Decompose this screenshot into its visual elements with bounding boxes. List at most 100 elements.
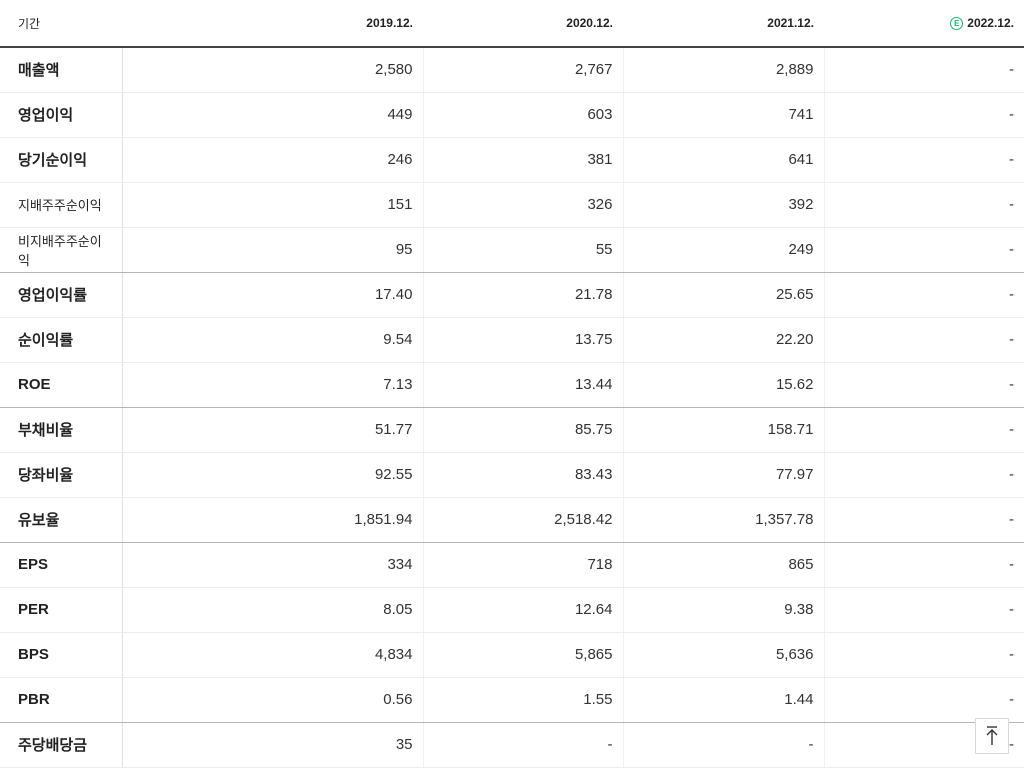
table-cell: - [824, 407, 1024, 453]
table-cell: 51.77 [122, 407, 424, 453]
table-cell: - [824, 677, 1024, 723]
table-cell: 865 [623, 542, 825, 588]
table-cell: 718 [423, 542, 624, 588]
row-label: 매출액 [0, 47, 123, 93]
table-cell: 381 [423, 137, 624, 183]
table-cell: - [824, 227, 1024, 273]
table-row: 주당배당금 35 - - - [0, 722, 1024, 768]
table-cell: 8.05 [122, 587, 424, 633]
table-cell: 5,636 [623, 632, 825, 678]
header-row: 기간 2019.12. 2020.12. 2021.12. E 2022.12. [0, 0, 1024, 48]
table-cell: 22.20 [623, 317, 825, 363]
row-label: 주당배당금 [0, 722, 123, 768]
table-cell: 85.75 [423, 407, 624, 453]
year-header-estimate: E 2022.12. [824, 0, 1024, 48]
year-header-label: 2022.12. [967, 16, 1014, 30]
table-cell: 641 [623, 137, 825, 183]
table-cell: 158.71 [623, 407, 825, 453]
row-label: 당좌비율 [0, 452, 123, 498]
table-cell: 21.78 [423, 272, 624, 318]
period-header: 기간 [0, 0, 122, 48]
row-label: 유보율 [0, 497, 123, 543]
table-cell: 449 [122, 92, 424, 138]
table-cell: 83.43 [423, 452, 624, 498]
row-label: 지배주주순이익 [0, 182, 123, 228]
table-cell: - [824, 632, 1024, 678]
table-row: 영업이익률 17.40 21.78 25.65 - [0, 272, 1024, 318]
table-cell: 35 [122, 722, 424, 768]
table-cell: 2,889 [623, 47, 825, 93]
table-cell: 603 [423, 92, 624, 138]
row-label: PBR [0, 677, 123, 723]
year-header: 2019.12. [122, 0, 423, 48]
table-cell: 334 [122, 542, 424, 588]
year-header: 2020.12. [423, 0, 623, 48]
arrow-up-icon [986, 726, 998, 745]
table-row: 순이익률 9.54 13.75 22.20 - [0, 317, 1024, 363]
table-cell: 249 [623, 227, 825, 273]
table-row: 당기순이익 246 381 641 - [0, 137, 1024, 183]
year-header: 2021.12. [623, 0, 824, 48]
table-cell: 12.64 [423, 587, 624, 633]
table-cell: 77.97 [623, 452, 825, 498]
table-cell: 151 [122, 182, 424, 228]
table-row: 비지배주주순이익 95 55 249 - [0, 227, 1024, 273]
table-cell: 13.75 [423, 317, 624, 363]
table-cell: 0.56 [122, 677, 424, 723]
table-cell: - [824, 452, 1024, 498]
row-label: 부채비율 [0, 407, 123, 453]
table-cell: - [824, 272, 1024, 318]
table-cell: 741 [623, 92, 825, 138]
table-cell: - [623, 722, 825, 768]
table-cell: - [824, 317, 1024, 363]
table-row: 부채비율 51.77 85.75 158.71 - [0, 407, 1024, 453]
table-cell: - [824, 92, 1024, 138]
table-row: 당좌비율 92.55 83.43 77.97 - [0, 452, 1024, 498]
table-cell: 15.62 [623, 362, 825, 408]
table-cell: - [824, 137, 1024, 183]
row-label: 당기순이익 [0, 137, 123, 183]
table-cell: 95 [122, 227, 424, 273]
table-cell: 9.54 [122, 317, 424, 363]
table-row: BPS 4,834 5,865 5,636 - [0, 632, 1024, 678]
table-cell: - [824, 497, 1024, 543]
table-cell: 1,357.78 [623, 497, 825, 543]
table-cell: 17.40 [122, 272, 424, 318]
table-cell: 326 [423, 182, 624, 228]
table-cell: - [824, 182, 1024, 228]
table-cell: 4,834 [122, 632, 424, 678]
scroll-to-top-button[interactable] [975, 718, 1009, 754]
table-cell: 1.44 [623, 677, 825, 723]
table-row: PER 8.05 12.64 9.38 - [0, 587, 1024, 633]
table-cell: - [824, 362, 1024, 408]
table-row: 유보율 1,851.94 2,518.42 1,357.78 - [0, 497, 1024, 543]
table-cell: 25.65 [623, 272, 825, 318]
table-cell: 1,851.94 [122, 497, 424, 543]
row-label: ROE [0, 362, 123, 408]
table-cell: 2,580 [122, 47, 424, 93]
table-row: PBR 0.56 1.55 1.44 - [0, 677, 1024, 723]
table-cell: 5,865 [423, 632, 624, 678]
row-label: BPS [0, 632, 123, 678]
table-cell: 92.55 [122, 452, 424, 498]
table-row: 지배주주순이익 151 326 392 - [0, 182, 1024, 228]
row-label: 영업이익률 [0, 272, 123, 318]
table-row: 매출액 2,580 2,767 2,889 - [0, 47, 1024, 93]
row-label: PER [0, 587, 123, 633]
table-cell: 2,767 [423, 47, 624, 93]
row-label: EPS [0, 542, 123, 588]
table-row: ROE 7.13 13.44 15.62 - [0, 362, 1024, 408]
table-cell: 1.55 [423, 677, 624, 723]
table-cell: 7.13 [122, 362, 424, 408]
table-cell: 13.44 [423, 362, 624, 408]
table-cell: 55 [423, 227, 624, 273]
table-cell: 9.38 [623, 587, 825, 633]
estimate-icon: E [950, 17, 964, 30]
table-cell: 246 [122, 137, 424, 183]
row-label: 비지배주주순이익 [0, 227, 123, 273]
table-cell: 392 [623, 182, 825, 228]
table-cell: - [824, 542, 1024, 588]
row-label: 순이익률 [0, 317, 123, 363]
row-label: 영업이익 [0, 92, 123, 138]
